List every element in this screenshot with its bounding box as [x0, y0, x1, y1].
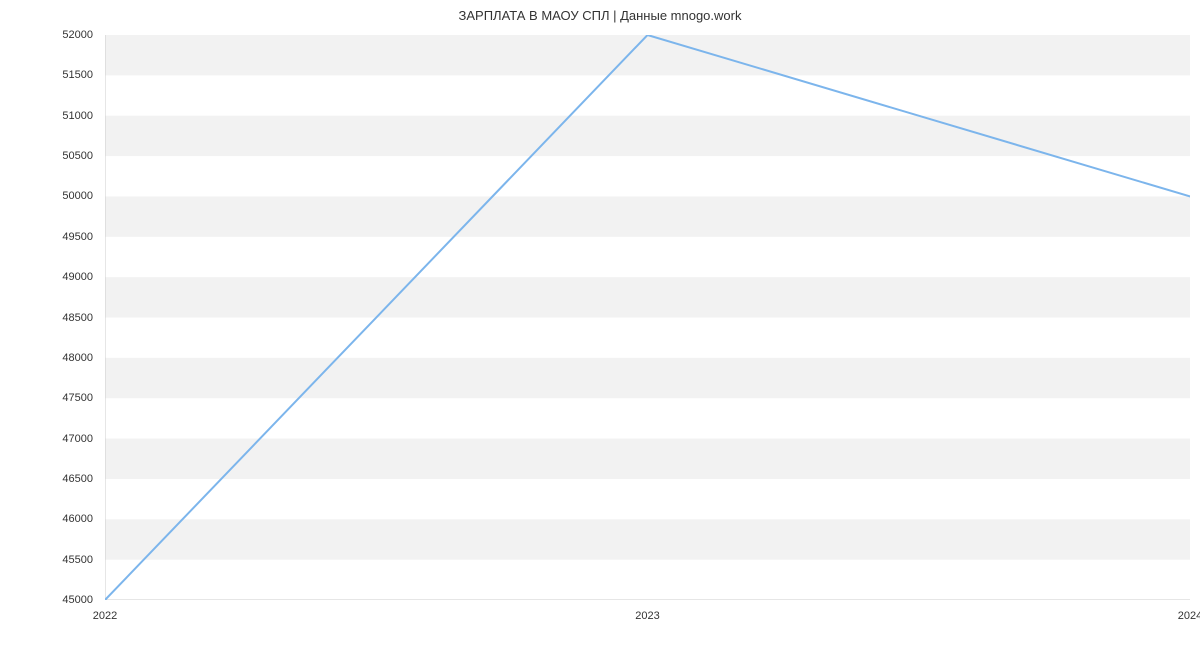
y-tick-label: 47000 — [0, 433, 93, 445]
y-tick-label: 48500 — [0, 312, 93, 324]
x-tick-label: 2024 — [1178, 610, 1200, 622]
chart-plot-area — [105, 35, 1190, 600]
y-tick-label: 50000 — [0, 190, 93, 202]
y-tick-label: 49500 — [0, 231, 93, 243]
y-tick-label: 46000 — [0, 513, 93, 525]
chart-title: ЗАРПЛАТА В МАОУ СПЛ | Данные mnogo.work — [0, 8, 1200, 23]
y-tick-label: 49000 — [0, 271, 93, 283]
y-tick-label: 51500 — [0, 69, 93, 81]
y-tick-label: 45000 — [0, 594, 93, 606]
y-tick-label: 52000 — [0, 29, 93, 41]
x-tick-label: 2022 — [93, 610, 117, 622]
y-tick-label: 46500 — [0, 473, 93, 485]
salary-line-chart: ЗАРПЛАТА В МАОУ СПЛ | Данные mnogo.work … — [0, 0, 1200, 650]
y-tick-label: 51000 — [0, 110, 93, 122]
y-tick-label: 48000 — [0, 352, 93, 364]
y-tick-label: 45500 — [0, 554, 93, 566]
y-tick-label: 47500 — [0, 392, 93, 404]
x-tick-label: 2023 — [635, 610, 659, 622]
y-tick-label: 50500 — [0, 150, 93, 162]
